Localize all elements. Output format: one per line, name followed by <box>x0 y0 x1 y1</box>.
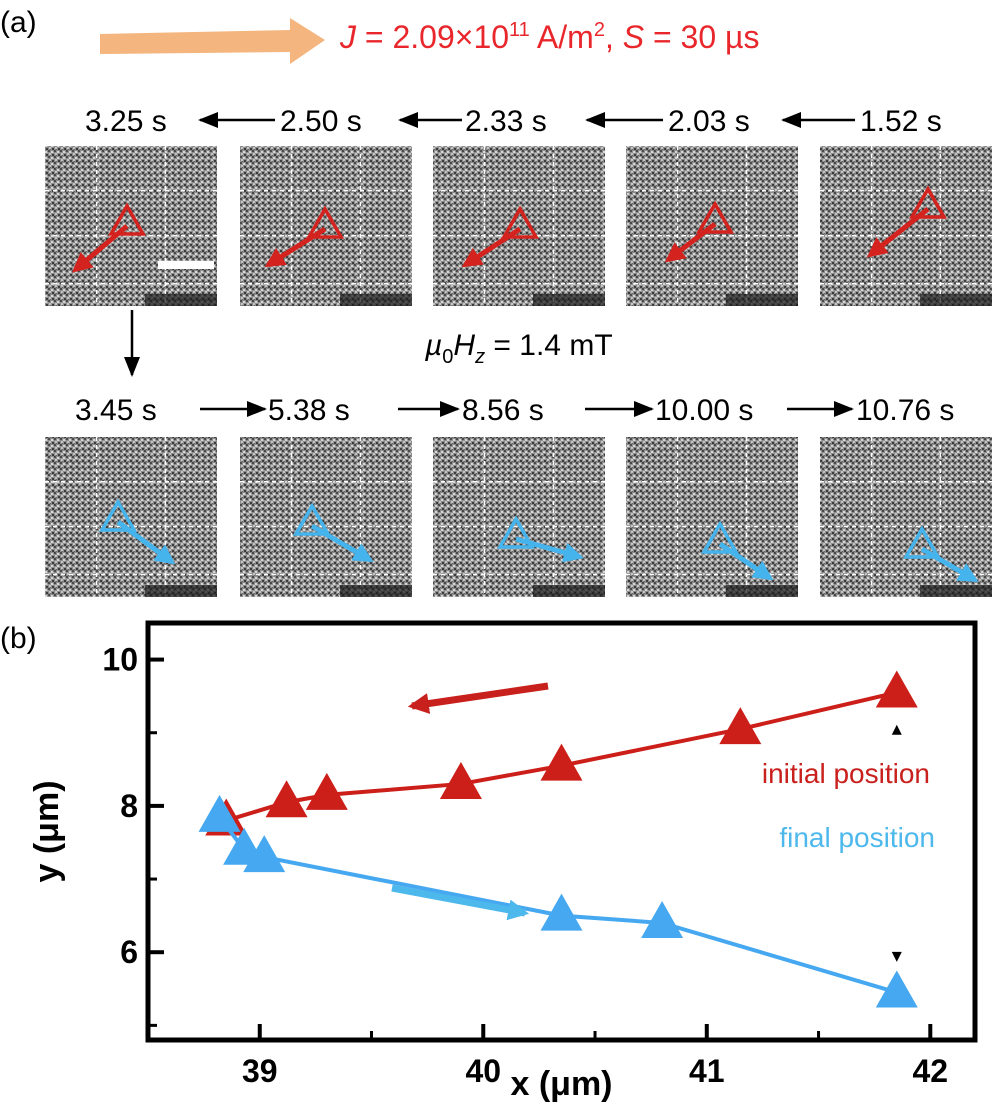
row2-time: 10.00 s <box>655 394 753 427</box>
series-initial-position <box>205 670 918 836</box>
annotation-initial: initial position <box>762 758 930 789</box>
micrograph-tile <box>240 437 412 597</box>
tile-background <box>240 146 412 306</box>
data-point <box>305 772 348 810</box>
micrograph-tiles <box>45 146 992 597</box>
plot-frame <box>145 620 978 1043</box>
micrograph-tile <box>433 437 605 597</box>
motion-arrow <box>264 226 327 268</box>
motion-arrow <box>116 519 176 565</box>
row1-time: 2.50 s <box>280 105 362 138</box>
skyrmion-marker <box>902 525 942 559</box>
motion-arrow <box>866 207 930 258</box>
micrograph-tile <box>240 146 412 306</box>
row2-time: 8.56 s <box>462 394 544 427</box>
current-direction-arrow <box>100 18 325 64</box>
micrograph-tile <box>45 437 217 597</box>
tile-background <box>433 146 605 306</box>
tile-shadow <box>340 294 412 306</box>
micrograph-tile <box>626 437 798 597</box>
panel-a-label: (a) <box>0 6 37 39</box>
data-point <box>875 670 918 708</box>
motion-arrow <box>920 546 979 583</box>
y-tick-label: 10 <box>102 642 138 678</box>
skyrmion-marker <box>700 520 740 554</box>
field-label: µ0Hz = 1.4 mT <box>424 329 613 368</box>
tile-background <box>45 146 217 306</box>
x-tick-label: 40 <box>465 1053 501 1089</box>
pointer-up <box>891 724 902 735</box>
tile-shadow <box>726 294 798 306</box>
tile-background <box>45 437 217 597</box>
x-tick-label: 42 <box>913 1053 949 1089</box>
tile-shadow <box>340 585 412 597</box>
trajectory-chart: 39 40 41 42 6 8 10 x (μm) y (μm) initial position… <box>28 620 978 1103</box>
tile-shadow <box>533 585 605 597</box>
skyrmion-marker <box>496 515 536 549</box>
pointer-down <box>891 951 902 962</box>
skyrmion-marker <box>98 498 138 532</box>
skyrmion-marker <box>695 200 735 234</box>
row2-time-labels: 3.45 s 5.38 s 8.56 s 10.00 s 10.76 s <box>75 394 954 427</box>
row1-time-labels: 3.25 s 2.50 s 2.33 s 2.03 s 1.52 s <box>85 105 942 138</box>
tile-shadow <box>145 294 217 306</box>
skyrmion-marker <box>500 205 540 239</box>
motion-arrow <box>664 222 717 263</box>
data-point <box>719 707 762 745</box>
motion-arrow <box>461 226 522 268</box>
row2-time: 5.38 s <box>268 394 350 427</box>
micrograph-tile <box>626 146 798 306</box>
motion-arrow <box>515 536 584 563</box>
tile-shadow <box>920 294 992 306</box>
y-axis-label: y (μm) <box>28 780 66 882</box>
row1-time: 3.25 s <box>85 105 167 138</box>
micrograph-tile <box>433 146 605 306</box>
direction-arrow-initial <box>407 682 549 714</box>
micrograph-tile <box>820 146 992 306</box>
motion-arrow <box>718 541 774 581</box>
data-point <box>641 900 684 938</box>
data-point <box>439 761 482 799</box>
row1-time: 2.03 s <box>668 105 750 138</box>
current-header: J = 2.09×1011 A/m2, S = 30 µs <box>339 19 759 55</box>
scale-bar <box>158 261 214 269</box>
micrograph-tile <box>820 437 992 597</box>
skyrmion-marker <box>908 185 948 219</box>
motion-arrow <box>310 523 374 563</box>
tile-background <box>240 437 412 597</box>
data-point <box>198 794 241 832</box>
y-tick-label: 6 <box>120 934 138 970</box>
data-point <box>540 743 583 781</box>
y-tick-label: 8 <box>120 788 138 824</box>
motion-arrow <box>71 224 129 273</box>
tile-shadow <box>726 585 798 597</box>
row1-time: 1.52 s <box>860 105 942 138</box>
data-point <box>540 893 583 931</box>
tile-shadow <box>920 585 992 597</box>
micrograph-tile <box>45 146 217 306</box>
tile-background <box>433 437 605 597</box>
skyrmion-marker <box>305 205 345 239</box>
tile-shadow <box>533 294 605 306</box>
skyrmion-marker <box>292 502 332 536</box>
x-tick-label: 41 <box>689 1053 725 1089</box>
data-point <box>875 970 918 1008</box>
skyrmion-marker <box>107 202 147 236</box>
data-point <box>265 780 308 818</box>
annotation-final: final position <box>779 822 935 853</box>
x-tick-label: 39 <box>242 1053 278 1089</box>
tile-shadow <box>145 585 217 597</box>
row1-arrows <box>124 112 855 377</box>
x-axis-label: x (μm) <box>510 1065 612 1103</box>
row2-time: 10.76 s <box>856 394 954 427</box>
row1-time: 2.33 s <box>465 105 547 138</box>
panel-b-label: (b) <box>0 622 37 655</box>
row2-time: 3.45 s <box>75 394 157 427</box>
direction-arrow-final <box>391 884 530 921</box>
tile-background <box>626 437 798 597</box>
series-final-position <box>198 794 918 1008</box>
data-point <box>243 835 286 873</box>
